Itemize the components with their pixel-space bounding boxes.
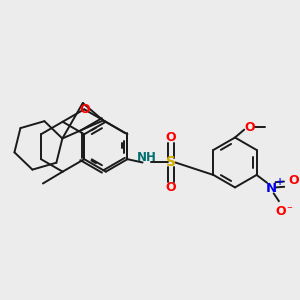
Text: O: O xyxy=(275,205,286,218)
Text: O: O xyxy=(79,103,90,116)
Text: O: O xyxy=(166,131,176,144)
Text: +: + xyxy=(275,177,284,187)
Text: ⁻: ⁻ xyxy=(286,205,292,215)
Text: O: O xyxy=(244,121,255,134)
Text: O: O xyxy=(166,181,176,194)
Text: S: S xyxy=(166,155,176,170)
Text: NH: NH xyxy=(136,152,156,164)
Text: O: O xyxy=(288,174,299,187)
Text: N: N xyxy=(266,182,277,195)
